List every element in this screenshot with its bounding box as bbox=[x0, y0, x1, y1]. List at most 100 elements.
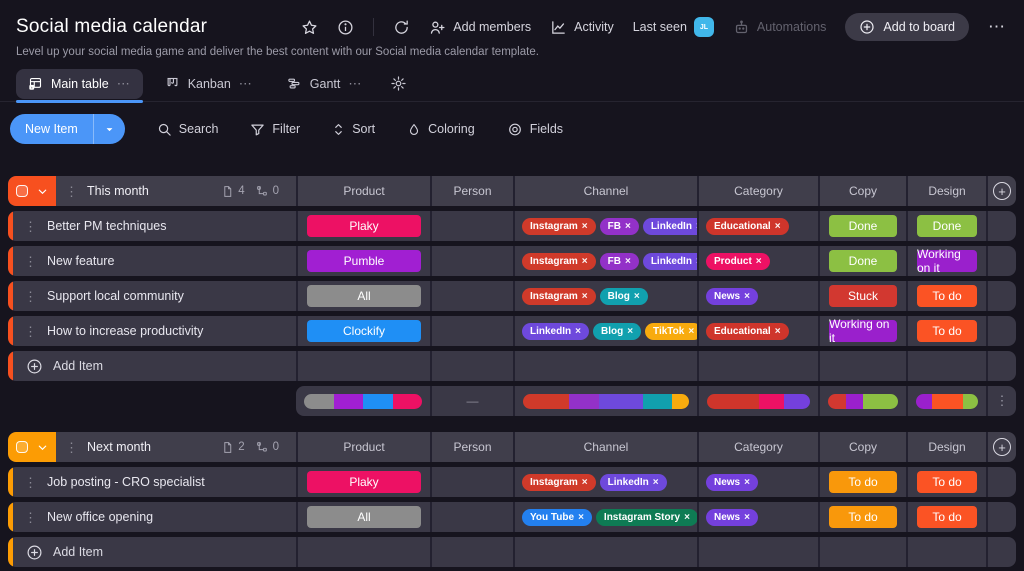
copy-status[interactable]: To do bbox=[829, 506, 897, 528]
copy-status[interactable]: To do bbox=[829, 471, 897, 493]
tab-menu-icon[interactable]: ⋯ bbox=[238, 75, 253, 91]
channel-chip[interactable]: Instagram × bbox=[522, 217, 596, 235]
column-header-channel[interactable]: Channel bbox=[513, 432, 697, 462]
drag-handle-icon[interactable]: ⋮ bbox=[24, 509, 37, 525]
column-header-person[interactable]: Person bbox=[430, 432, 513, 462]
drag-handle-icon[interactable]: ⋮ bbox=[24, 253, 37, 269]
remove-icon[interactable]: × bbox=[696, 221, 697, 232]
product-label[interactable]: Clockify bbox=[307, 320, 421, 342]
add-item-row[interactable]: Add Item bbox=[8, 537, 1016, 567]
group-collapse-control[interactable] bbox=[8, 176, 56, 206]
tab-kanban[interactable]: Kanban ⋯ bbox=[153, 69, 265, 99]
category-cell[interactable]: Educational × bbox=[697, 211, 818, 241]
remove-icon[interactable]: × bbox=[624, 220, 631, 232]
category-chip[interactable]: Educational × bbox=[706, 322, 789, 340]
column-header-channel[interactable]: Channel bbox=[513, 176, 697, 206]
channel-chip[interactable]: Instagram × bbox=[522, 473, 596, 491]
tab-gantt[interactable]: Gantt ⋯ bbox=[275, 69, 375, 99]
column-header-copy[interactable]: Copy bbox=[818, 176, 906, 206]
add-item-button[interactable]: Add Item bbox=[8, 351, 296, 381]
last-seen[interactable]: Last seen JL bbox=[633, 17, 714, 37]
remove-icon[interactable]: × bbox=[581, 220, 588, 232]
person-cell[interactable] bbox=[430, 211, 513, 241]
channel-chip[interactable]: FB × bbox=[599, 217, 639, 235]
copy-status[interactable]: Stuck bbox=[829, 285, 897, 307]
table-row[interactable]: ⋮ Job posting - CRO specialist Plaky Ins… bbox=[8, 467, 1016, 497]
column-header-category[interactable]: Category bbox=[697, 176, 818, 206]
person-cell[interactable] bbox=[430, 316, 513, 346]
column-header-product[interactable]: Product bbox=[296, 432, 430, 462]
add-to-board-button[interactable]: Add to board bbox=[845, 13, 969, 41]
group-checkbox[interactable] bbox=[16, 185, 28, 197]
gear-icon[interactable] bbox=[390, 75, 407, 92]
column-header-category[interactable]: Category bbox=[697, 432, 818, 462]
category-cell[interactable]: Educational × bbox=[697, 316, 818, 346]
category-cell[interactable]: News × bbox=[697, 281, 818, 311]
remove-icon[interactable]: × bbox=[581, 290, 588, 302]
category-chip[interactable]: News × bbox=[706, 287, 758, 305]
remove-icon[interactable]: × bbox=[755, 255, 762, 267]
product-label[interactable]: Plaky bbox=[307, 471, 421, 493]
group-title[interactable]: Next month bbox=[87, 440, 151, 454]
remove-icon[interactable]: × bbox=[578, 511, 584, 523]
channel-chip[interactable]: Blog × bbox=[599, 287, 648, 305]
channel-chip[interactable]: LinkedIn× bbox=[642, 217, 697, 235]
design-status[interactable]: To do bbox=[917, 285, 977, 307]
category-chip[interactable]: News × bbox=[706, 473, 758, 491]
copy-status[interactable]: Done bbox=[829, 215, 897, 237]
tab-main-table[interactable]: Main table ⋯ bbox=[16, 68, 143, 103]
table-row[interactable]: ⋮ Better PM techniques Plaky Instagram × … bbox=[8, 211, 1016, 241]
channel-cell[interactable]: Instagram × Blog × bbox=[513, 281, 697, 311]
product-label[interactable]: All bbox=[307, 285, 421, 307]
remove-icon[interactable]: × bbox=[581, 255, 588, 267]
product-label[interactable]: All bbox=[307, 506, 421, 528]
design-status[interactable]: Done bbox=[917, 215, 977, 237]
add-item-button[interactable]: Add Item bbox=[8, 537, 296, 567]
drag-handle-icon[interactable]: ⋮ bbox=[65, 183, 78, 199]
table-row[interactable]: ⋮ New office opening All You Tube × Insta… bbox=[8, 502, 1016, 532]
person-cell[interactable] bbox=[430, 246, 513, 276]
add-item-row[interactable]: Add Item bbox=[8, 351, 1016, 381]
channel-chip[interactable]: Instagram Story × bbox=[595, 508, 697, 526]
search-button[interactable]: Search bbox=[157, 122, 218, 137]
design-status[interactable]: To do bbox=[917, 320, 977, 342]
person-cell[interactable] bbox=[430, 502, 513, 532]
item-name[interactable]: New office opening bbox=[47, 510, 154, 524]
person-cell[interactable] bbox=[430, 281, 513, 311]
drag-handle-icon[interactable]: ⋮ bbox=[24, 218, 37, 234]
channel-cell[interactable]: You Tube × Instagram Story × bbox=[513, 502, 697, 532]
category-cell[interactable]: News × bbox=[697, 502, 818, 532]
channel-chip[interactable]: Instagram × bbox=[522, 287, 596, 305]
remove-icon[interactable]: × bbox=[744, 476, 750, 488]
category-chip[interactable]: News × bbox=[706, 508, 758, 526]
channel-chip[interactable]: TikTok × bbox=[645, 322, 697, 340]
remove-icon[interactable]: × bbox=[744, 511, 750, 523]
remove-icon[interactable]: × bbox=[696, 256, 697, 267]
remove-icon[interactable]: × bbox=[688, 325, 695, 337]
design-status[interactable]: Working on it bbox=[917, 247, 977, 275]
new-item-dropdown-icon[interactable] bbox=[92, 114, 125, 144]
channel-chip[interactable]: FB × bbox=[599, 252, 639, 270]
new-item-button[interactable]: New Item bbox=[10, 114, 125, 144]
remove-icon[interactable]: × bbox=[744, 290, 750, 302]
copy-status[interactable]: Done bbox=[829, 250, 897, 272]
remove-icon[interactable]: × bbox=[633, 290, 640, 302]
channel-chip[interactable]: You Tube × bbox=[522, 508, 592, 526]
remove-icon[interactable]: × bbox=[652, 476, 659, 488]
channel-cell[interactable]: LinkedIn × Blog × TikTok × bbox=[513, 316, 697, 346]
coloring-button[interactable]: Coloring bbox=[407, 122, 475, 137]
category-chip[interactable]: Product × bbox=[706, 252, 770, 270]
remove-icon[interactable]: × bbox=[581, 476, 588, 488]
item-name[interactable]: How to increase productivity bbox=[47, 324, 204, 338]
column-header-product[interactable]: Product bbox=[296, 176, 430, 206]
person-cell[interactable] bbox=[430, 467, 513, 497]
activity-button[interactable]: Activity bbox=[550, 19, 614, 36]
column-header-person[interactable]: Person bbox=[430, 176, 513, 206]
channel-chip[interactable]: LinkedIn× bbox=[599, 473, 667, 491]
table-row[interactable]: ⋮ Support local community All Instagram ×… bbox=[8, 281, 1016, 311]
item-name[interactable]: Better PM techniques bbox=[47, 219, 167, 233]
category-cell[interactable]: Product × bbox=[697, 246, 818, 276]
channel-chip[interactable]: LinkedIn× bbox=[522, 322, 589, 340]
item-name[interactable]: Job posting - CRO specialist bbox=[47, 475, 205, 489]
remove-icon[interactable]: × bbox=[627, 325, 634, 337]
